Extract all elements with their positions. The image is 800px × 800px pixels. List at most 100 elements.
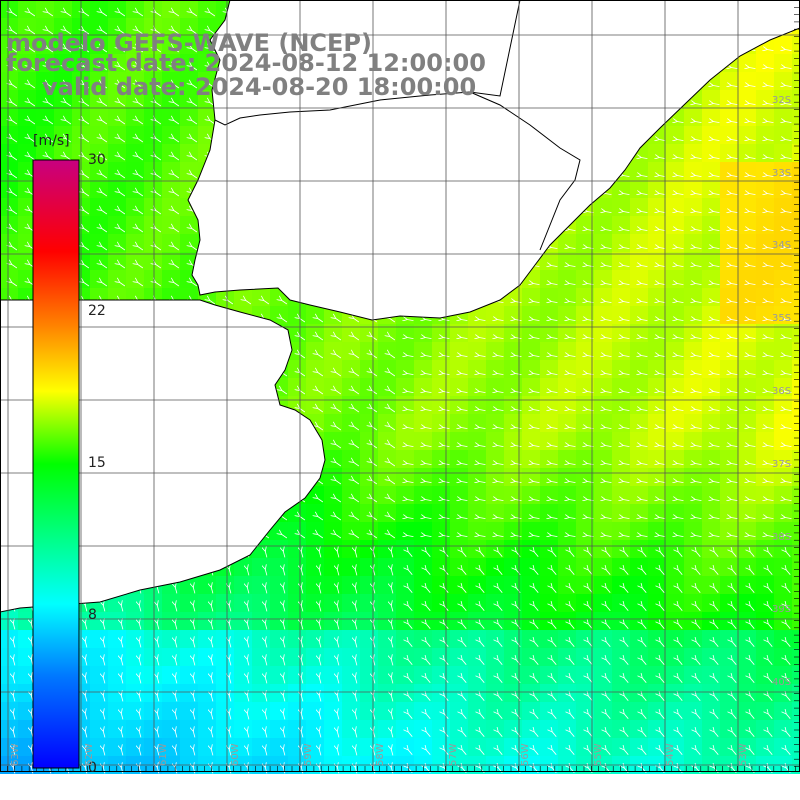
field-cell [360, 720, 378, 738]
field-cell [468, 396, 486, 414]
lon-label: 55W [593, 743, 604, 766]
field-cell [630, 342, 648, 360]
field-cell [396, 450, 414, 468]
field-cell [432, 450, 450, 468]
field-cell [216, 594, 234, 612]
field-cell [540, 288, 558, 306]
field-cell [288, 648, 306, 666]
field-cell [684, 252, 702, 270]
field-cell [396, 396, 414, 414]
field-cell [648, 522, 666, 540]
field-cell [558, 306, 576, 324]
field-cell [324, 612, 342, 630]
field-cell [756, 288, 774, 306]
field-cell [684, 360, 702, 378]
field-cell [450, 360, 468, 378]
field-cell [612, 216, 630, 234]
field-cell [522, 450, 540, 468]
colorbar-tick: 30 [88, 152, 106, 168]
field-cell [288, 594, 306, 612]
field-cell [432, 414, 450, 432]
field-cell [522, 396, 540, 414]
field-cell [414, 450, 432, 468]
field-cell [792, 630, 800, 648]
field-cell [396, 504, 414, 522]
field-cell [378, 594, 396, 612]
field-cell [684, 450, 702, 468]
field-cell [666, 144, 684, 162]
field-cell [108, 612, 126, 630]
field-cell [792, 360, 800, 378]
field-cell [738, 342, 756, 360]
field-cell [576, 522, 594, 540]
field-cell [630, 324, 648, 342]
field-cell [468, 504, 486, 522]
field-cell [666, 432, 684, 450]
field-cell [306, 666, 324, 684]
field-cell [756, 198, 774, 216]
field-cell [558, 360, 576, 378]
field-cell [720, 72, 738, 90]
field-cell [612, 180, 630, 198]
field-cell [396, 360, 414, 378]
field-cell [738, 522, 756, 540]
field-cell [774, 342, 792, 360]
field-cell [720, 198, 738, 216]
field-cell [216, 720, 234, 738]
field-cell [684, 216, 702, 234]
field-cell [540, 468, 558, 486]
field-cell [630, 504, 648, 522]
field-cell [180, 666, 198, 684]
field-cell [522, 360, 540, 378]
field-cell [792, 612, 800, 630]
field-cell [342, 738, 360, 756]
field-cell [0, 684, 18, 702]
field-cell [702, 108, 720, 126]
field-cell [738, 450, 756, 468]
field-cell [738, 216, 756, 234]
field-cell [360, 558, 378, 576]
field-cell [648, 180, 666, 198]
field-cell [252, 594, 270, 612]
lon-label: 61W [158, 743, 169, 766]
field-cell [306, 720, 324, 738]
field-cell [378, 576, 396, 594]
field-cell [720, 324, 738, 342]
field-cell [702, 270, 720, 288]
field-cell [234, 630, 252, 648]
field-cell [756, 414, 774, 432]
field-cell [612, 360, 630, 378]
field-cell [756, 504, 774, 522]
field-cell [450, 378, 468, 396]
field-cell [360, 666, 378, 684]
field-cell [756, 324, 774, 342]
field-cell [702, 234, 720, 252]
field-cell [522, 414, 540, 432]
field-cell [630, 450, 648, 468]
field-cell [504, 486, 522, 504]
field-cell [594, 198, 612, 216]
field-cell [738, 54, 756, 72]
field-cell [630, 378, 648, 396]
field-cell [792, 270, 800, 288]
field-cell [540, 324, 558, 342]
field-cell [342, 720, 360, 738]
field-cell [792, 558, 800, 576]
field-cell [180, 630, 198, 648]
field-cell [432, 360, 450, 378]
field-cell [648, 468, 666, 486]
lon-label: 57W [448, 743, 459, 766]
field-cell [162, 684, 180, 702]
field-cell [576, 324, 594, 342]
field-cell [414, 468, 432, 486]
field-cell [324, 594, 342, 612]
field-cell [198, 612, 216, 630]
field-cell [648, 432, 666, 450]
field-cell [594, 360, 612, 378]
field-cell [792, 234, 800, 252]
field-cell [288, 702, 306, 720]
field-cell [360, 630, 378, 648]
field-cell [468, 450, 486, 468]
field-cell [594, 468, 612, 486]
field-cell [558, 342, 576, 360]
